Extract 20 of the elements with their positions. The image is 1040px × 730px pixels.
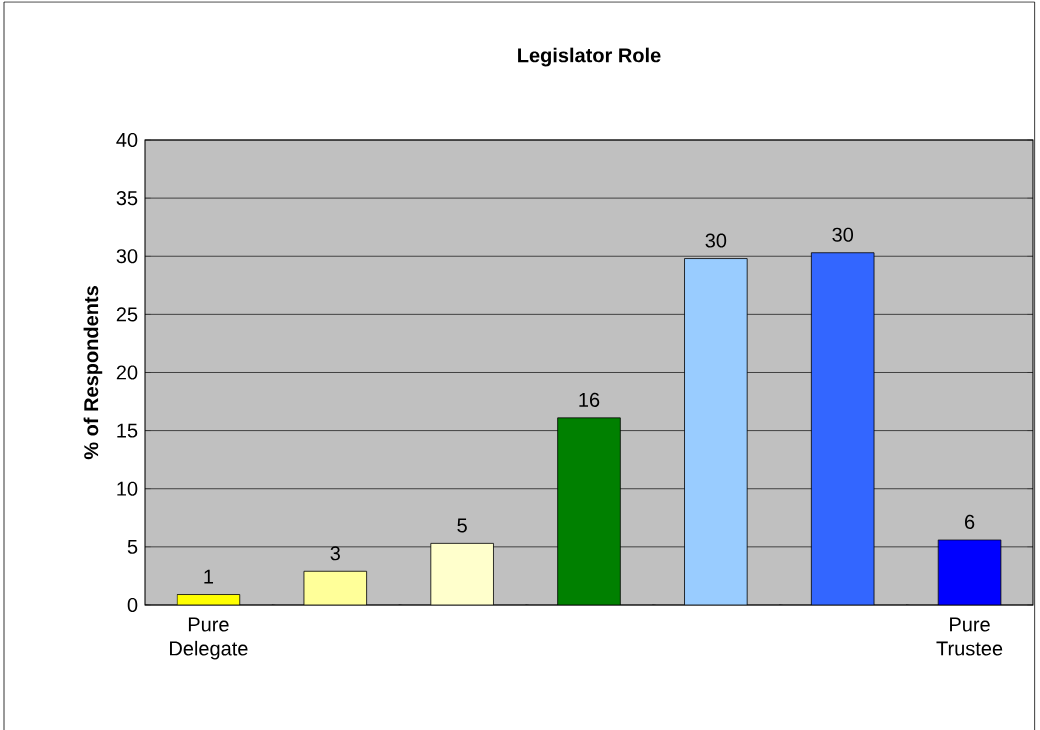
data-label: 30 [705,233,727,248]
y-tick-label: 30 [116,249,138,264]
data-label: 3 [330,546,340,561]
y-tick-label: 35 [116,191,138,206]
y-tick-label: 25 [116,307,138,322]
data-label: 1 [204,569,214,584]
data-label: 5 [457,518,467,533]
y-tick-label: 40 [116,132,138,148]
x-tick-label: Pure Trustee [936,617,1003,656]
y-axis-title: % of Respondents [83,286,103,460]
y-tick-label: 0 [127,597,138,613]
x-tick-label: Pure Delegate [170,617,248,660]
y-tick-label: 10 [117,481,138,496]
data-label: 6 [965,514,975,529]
chart-title: Legislator Role [518,47,661,67]
y-tick-label: 20 [116,365,138,380]
y-tick-label: 15 [117,423,138,438]
y-tick-label: 5 [127,539,138,554]
data-label: 16 [579,392,600,407]
data-label: 30 [832,227,854,242]
